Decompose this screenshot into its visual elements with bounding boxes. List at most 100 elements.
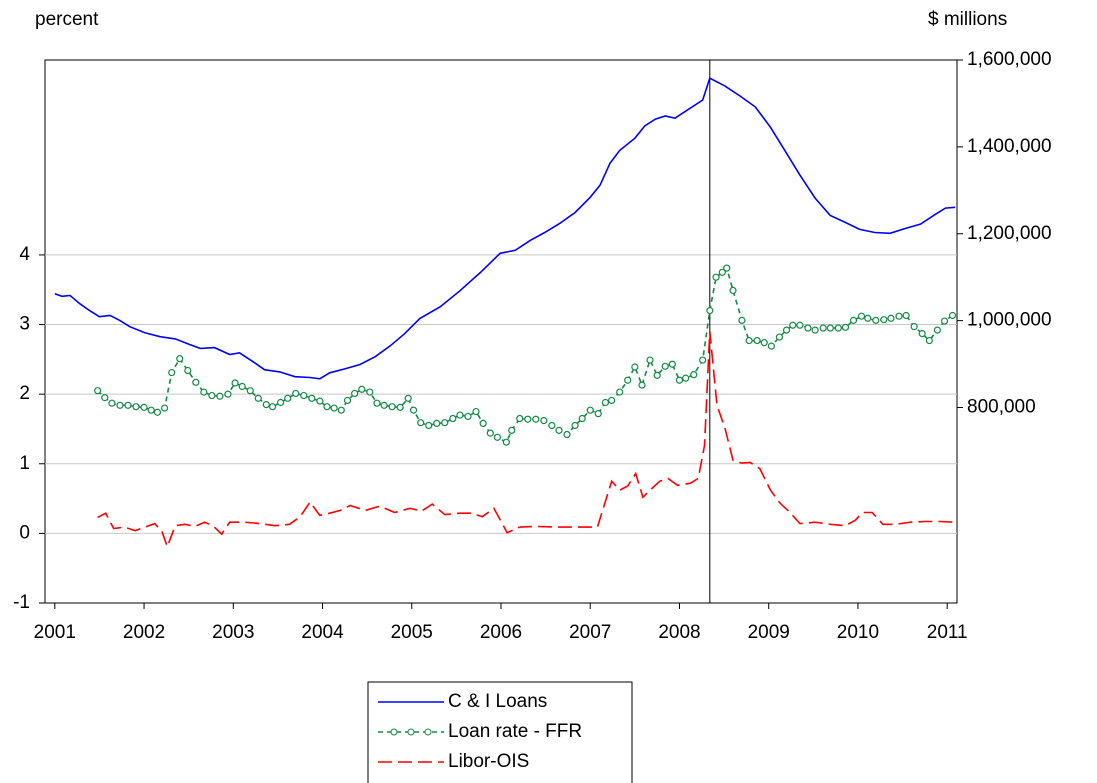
series-marker [316, 397, 324, 405]
series-marker [108, 399, 116, 407]
x-tick-label: 2002 [123, 622, 165, 643]
x-tick-label: 2007 [569, 622, 611, 643]
series-marker [675, 376, 684, 384]
series-marker [767, 342, 775, 350]
y2-tick-label: 1,200,000 [967, 223, 1052, 244]
series-marker [524, 415, 532, 423]
series-marker [631, 363, 639, 371]
series-marker [601, 398, 610, 407]
series-marker [857, 312, 866, 320]
series-marker [841, 323, 850, 331]
series-marker [540, 417, 548, 425]
series-marker [208, 391, 216, 400]
series-marker [486, 429, 494, 437]
series-marker [789, 321, 797, 329]
series-marker [699, 356, 707, 364]
series-marker [246, 387, 254, 395]
series-marker [563, 430, 571, 439]
series-marker [933, 326, 941, 334]
series-marker [404, 394, 412, 402]
series-marker [782, 326, 791, 334]
y-tick-label: -1 [13, 592, 30, 613]
series-marker [192, 378, 200, 386]
series-marker [738, 316, 746, 324]
series-marker [449, 414, 457, 423]
series-marker [132, 403, 140, 411]
series-marker [661, 362, 669, 370]
series-marker [653, 371, 661, 379]
series-marker [864, 314, 872, 322]
series-marker [388, 403, 396, 411]
series-marker [706, 307, 714, 315]
series-marker [910, 323, 918, 331]
series-marker [116, 401, 124, 409]
series-marker [262, 400, 270, 409]
series-marker [308, 394, 316, 402]
series-marker [571, 421, 579, 430]
y2-axis-label: $ millions [928, 9, 1007, 30]
series-marker [918, 329, 926, 338]
series-marker [337, 406, 345, 414]
series-marker [396, 403, 404, 411]
y-tick-label: 4 [19, 244, 30, 265]
x-tick-label: 2005 [391, 622, 433, 643]
series-marker [548, 421, 556, 430]
x-tick-label: 2001 [34, 622, 76, 643]
series-marker [760, 339, 768, 347]
x-tick-label: 2011 [927, 622, 968, 643]
plot-frame [44, 59, 958, 604]
series-marker [646, 356, 654, 364]
series-marker [409, 406, 418, 414]
series-marker [479, 419, 487, 427]
series-marker [373, 399, 381, 407]
series-marker [849, 316, 858, 324]
series-marker [948, 311, 957, 320]
y-axis-label: percent [35, 9, 99, 30]
series-marker [586, 406, 594, 414]
series-marker [493, 433, 502, 441]
series-marker [160, 404, 169, 412]
series-marker [147, 406, 155, 414]
series-marker [834, 324, 842, 332]
series-marker [925, 336, 933, 345]
series-marker [456, 411, 464, 419]
y2-tick-label: 800,000 [967, 397, 1036, 418]
legend-label: C & I Loans [448, 691, 547, 712]
series-marker [224, 390, 232, 398]
series-marker [380, 401, 388, 409]
series-marker [276, 398, 285, 407]
y2-tick-label: 1,000,000 [967, 310, 1052, 331]
y-tick-label: 2 [19, 383, 30, 404]
series-marker [811, 326, 819, 334]
series-marker [176, 355, 184, 363]
series-marker [343, 396, 352, 405]
series-marker [624, 376, 632, 384]
y-tick-label: 1 [19, 453, 30, 474]
series-marker [153, 408, 162, 416]
series-marker [712, 273, 720, 281]
series-marker [594, 410, 602, 418]
series-marker [472, 407, 480, 416]
series-marker [508, 426, 516, 434]
series-marker [254, 394, 262, 402]
series-marker [268, 403, 277, 411]
legend-marker [390, 728, 398, 736]
series-marker [101, 394, 109, 402]
y-tick-label: 0 [19, 522, 30, 543]
series-marker [532, 415, 540, 423]
series-marker [330, 404, 338, 412]
x-tick-label: 2003 [212, 622, 254, 643]
series-marker [578, 414, 586, 423]
series-line [54, 77, 956, 380]
x-tick-label: 2010 [837, 622, 879, 643]
series-marker [872, 316, 880, 324]
series-line [97, 331, 956, 549]
series-marker [351, 389, 359, 398]
series-marker [124, 401, 132, 409]
series-marker [796, 321, 804, 329]
series-marker [238, 382, 246, 391]
series-marker [804, 324, 812, 332]
series-marker [940, 317, 949, 325]
series-marker [425, 421, 433, 430]
